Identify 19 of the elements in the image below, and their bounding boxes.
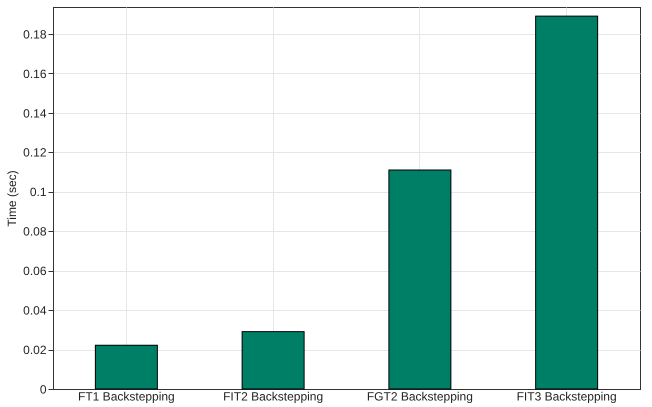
y-tick-label: 0.12 — [23, 146, 47, 160]
y-tick-label: 0.02 — [23, 343, 47, 358]
y-tick-label: 0.18 — [23, 27, 47, 42]
y-tick-label: 0.06 — [23, 264, 47, 278]
bar — [535, 16, 598, 390]
bar — [388, 169, 452, 390]
bar — [242, 331, 305, 390]
y-tick-label: 0.14 — [23, 106, 47, 120]
y-tick-label: 0.16 — [23, 66, 47, 81]
bar — [94, 344, 158, 390]
y-tick-label: 0.08 — [23, 224, 47, 239]
x-tick-label: FIT3 Backstepping — [516, 390, 617, 404]
y-tick-label: 0 — [40, 382, 47, 396]
y-axis-title: Time (sec) — [5, 170, 20, 227]
x-tick-label: FGT2 Backstepping — [366, 390, 473, 404]
y-tick-label: 0.1 — [30, 185, 47, 200]
x-tick-label: FT1 Backstepping — [78, 390, 175, 404]
y-tick-label: 0.04 — [23, 304, 47, 318]
x-tick-label: FIT2 Backstepping — [223, 390, 324, 404]
